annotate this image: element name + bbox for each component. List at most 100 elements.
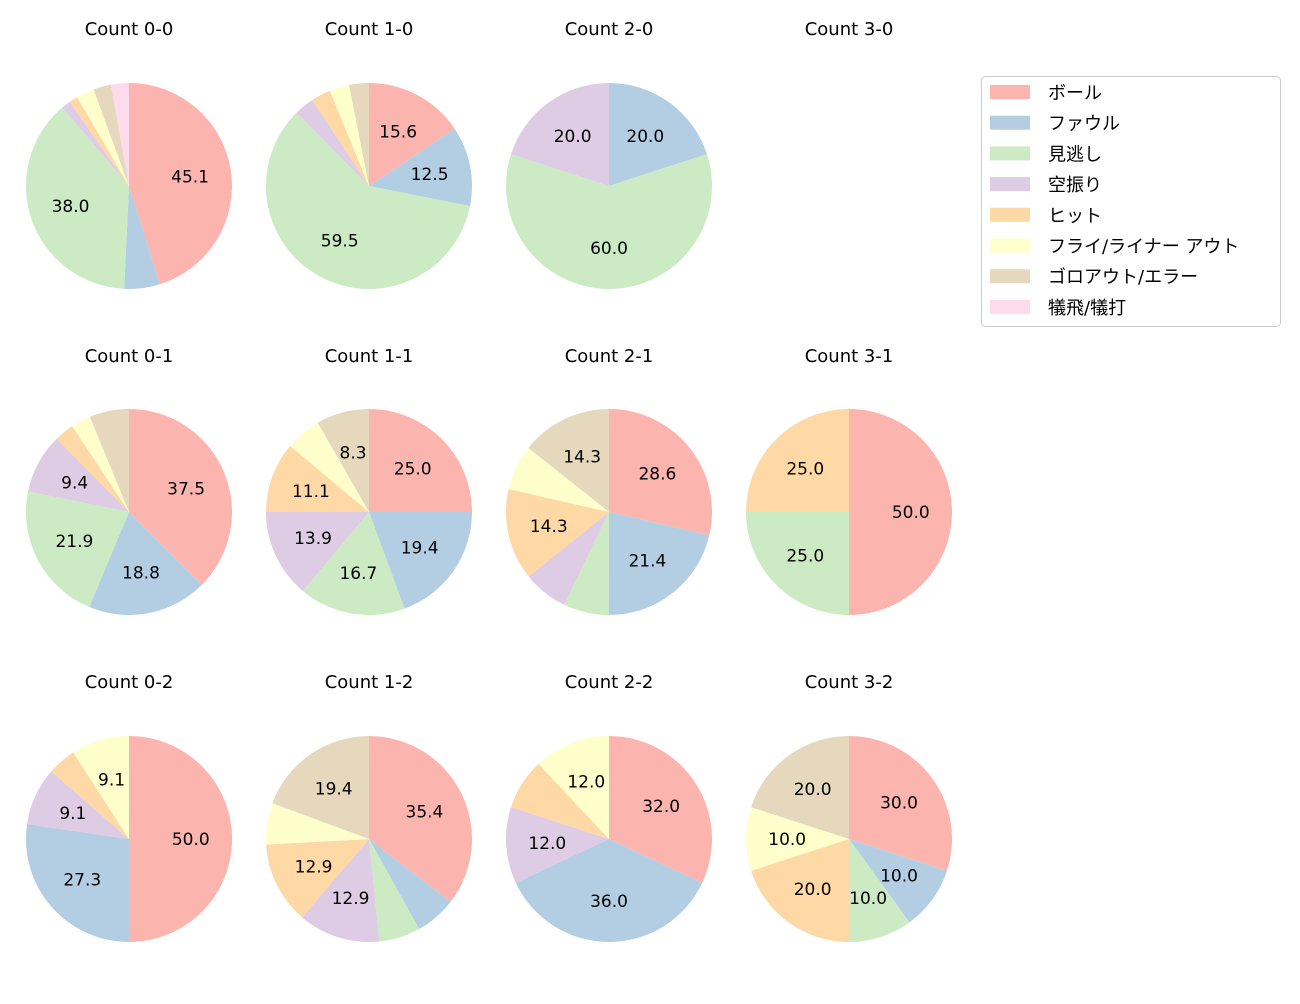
pie-slice	[508, 447, 609, 512]
pie-chart: Count 0-0 45.1 38.0	[25, 19, 233, 290]
pie-slice	[369, 83, 455, 186]
slice-label: 20.0	[554, 127, 592, 147]
pie-slice	[129, 409, 232, 585]
pie-slice	[369, 409, 472, 512]
chart-title: Count 0-2	[85, 672, 174, 693]
pie-slice	[849, 409, 952, 615]
slice-label: 12.5	[411, 165, 449, 185]
pie-slice	[266, 445, 369, 512]
slice-label: 12.0	[567, 773, 605, 793]
pie-slice	[369, 736, 472, 902]
slice-label: 59.5	[321, 231, 359, 251]
legend-label: フライ/ライナー アウト	[1048, 237, 1239, 258]
slice-label: 50.0	[172, 830, 210, 850]
pie-slice	[25, 824, 129, 942]
slice-label: 45.1	[171, 168, 209, 188]
chart-title: Count 3-0	[805, 19, 894, 40]
legend-label: 見逃し	[1048, 144, 1102, 165]
chart-title: Count 3-2	[805, 672, 894, 693]
pie-chart: Count 1-0 15.6 12.5 59.5	[265, 19, 472, 290]
pie-slice	[25, 491, 130, 608]
legend-label: ゴロアウト/エラー	[1048, 267, 1198, 288]
slice-label: 12.0	[528, 834, 566, 854]
pie-slice	[272, 736, 369, 839]
pie-slice	[609, 409, 713, 536]
pie-slice	[25, 107, 129, 289]
slice-label: 12.9	[332, 889, 370, 909]
pie-slice	[746, 807, 849, 871]
pie-slice	[369, 512, 472, 609]
slice-label: 30.0	[880, 794, 918, 814]
chart-title: Count 2-1	[565, 346, 654, 367]
pie-slice	[528, 409, 609, 512]
pie-slice	[538, 736, 609, 839]
slice-label: 10.0	[880, 866, 918, 886]
pie-slice	[93, 84, 129, 186]
pie-slice	[89, 409, 129, 512]
slice-label: 21.9	[55, 532, 93, 552]
pie-chart: Count 3-1 50.0 25.0 25.0	[746, 346, 952, 615]
legend-swatch	[990, 269, 1030, 284]
pie-slice	[746, 512, 849, 615]
pie-slice	[317, 409, 369, 512]
slice-label: 21.4	[628, 551, 666, 571]
slice-label: 11.1	[292, 482, 330, 502]
pie-slice	[506, 489, 609, 577]
chart-title: Count 2-0	[565, 19, 654, 40]
pie-slice	[72, 416, 129, 512]
legend-swatch	[990, 207, 1030, 222]
pie-slice	[56, 426, 129, 512]
pie-slice	[62, 101, 130, 186]
chart-title: Count 3-1	[805, 346, 894, 367]
pie-slice	[746, 409, 849, 512]
slice-label: 20.0	[794, 880, 832, 900]
slice-label: 10.0	[849, 889, 887, 909]
slice-label: 28.6	[638, 465, 676, 485]
slice-label: 12.9	[295, 857, 333, 877]
legend-swatch	[990, 115, 1030, 130]
pie-slice	[69, 97, 129, 186]
legend-swatch	[990, 85, 1030, 99]
pie-slice	[369, 839, 451, 929]
pie-slice	[266, 839, 369, 918]
pie-slice	[265, 112, 471, 290]
pie-slice	[369, 839, 420, 942]
slice-label: 16.7	[339, 564, 377, 584]
slice-label: 20.0	[794, 780, 832, 800]
pie-chart: Count 3-2 30.0 10.0 10.0 20.0 10.0 20.0	[746, 672, 952, 942]
chart-title: Count 1-1	[325, 346, 414, 367]
pie-slice	[312, 90, 369, 186]
legend-label: ヒット	[1048, 206, 1102, 227]
pie-slice	[290, 422, 369, 512]
slice-label: 32.0	[642, 797, 680, 817]
slice-label: 14.3	[530, 517, 568, 537]
chart-title: Count 1-0	[325, 19, 414, 40]
pie-slice	[506, 154, 712, 290]
slice-label: 60.0	[590, 239, 628, 259]
pie-slice	[301, 839, 380, 942]
pie-chart: Count 0-2 50.0 27.3 9.1 9.1	[25, 672, 233, 943]
slice-label: 20.0	[626, 127, 664, 147]
pie-slice	[302, 512, 405, 615]
slice-label: 38.0	[52, 197, 90, 217]
pie-chart: Count 1-2 35.4 12.9 12.9 19.4	[266, 672, 472, 942]
slice-label: 50.0	[892, 503, 930, 523]
pie-slice	[849, 839, 910, 942]
pie-slice	[89, 512, 202, 615]
pie-slice	[73, 736, 129, 839]
legend-swatch	[990, 146, 1030, 161]
pie-slice	[564, 512, 609, 615]
pie-slice	[849, 839, 947, 923]
pie-slice	[329, 84, 369, 186]
pie-slice	[511, 763, 609, 839]
legend-label: 空振り	[1048, 175, 1102, 196]
pie-slice	[266, 803, 369, 845]
slice-label: 19.4	[401, 538, 439, 558]
slice-label: 9.1	[98, 771, 125, 791]
pie-slice	[124, 186, 160, 290]
legend-label: 犠飛/犠打	[1048, 298, 1126, 319]
legend-swatch	[990, 238, 1030, 253]
pie-slice	[129, 736, 233, 943]
pie-slice	[511, 83, 609, 186]
